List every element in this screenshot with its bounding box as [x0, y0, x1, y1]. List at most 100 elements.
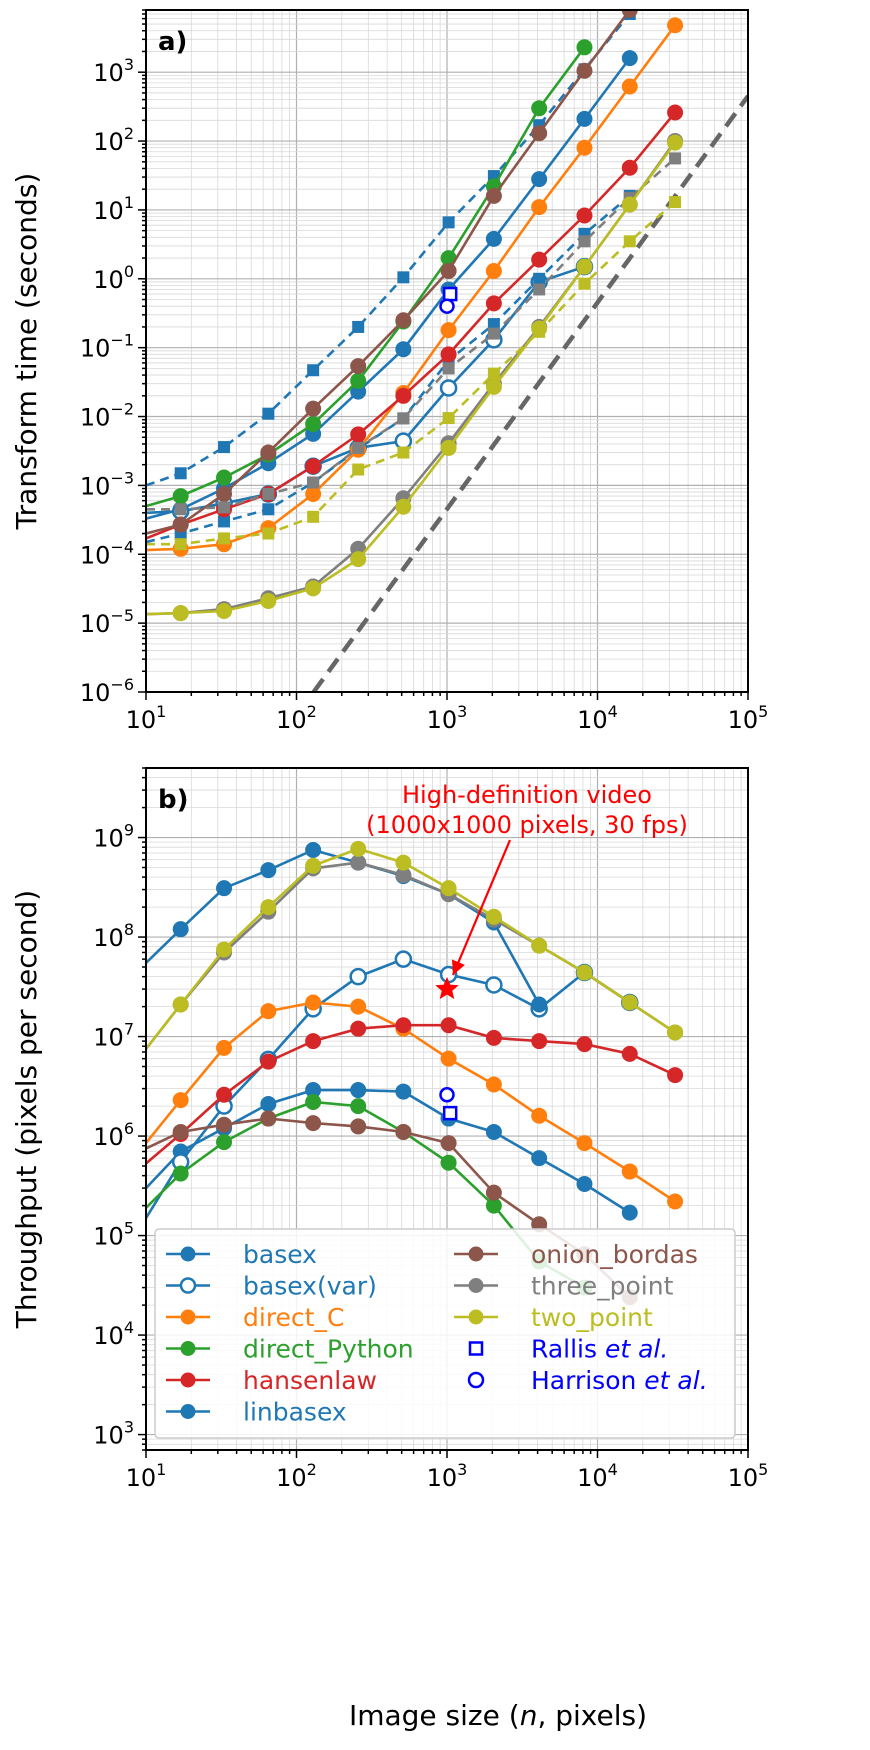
- tick-base: 10: [93, 1322, 124, 1350]
- legend-marker: [468, 1341, 484, 1356]
- data-point: [531, 171, 548, 188]
- tick-base: 10: [93, 1223, 124, 1251]
- data-point: [576, 964, 593, 981]
- legend-label: three_point: [531, 1272, 674, 1301]
- y-tick-label: 102: [93, 124, 134, 156]
- data-point: [485, 1029, 502, 1046]
- data-point: [352, 320, 365, 333]
- data-point: [260, 899, 277, 916]
- data-point: [531, 125, 548, 142]
- data-point: [352, 463, 365, 476]
- data-point: [669, 196, 682, 209]
- tick-exponent: −5: [110, 606, 134, 625]
- tick-base: 10: [728, 1464, 759, 1492]
- data-point: [621, 1045, 638, 1062]
- data-point: [350, 372, 367, 389]
- data-point: [305, 580, 322, 597]
- data-point: [395, 387, 412, 404]
- tick-exponent: 3: [124, 55, 134, 74]
- data-point: [485, 1123, 502, 1140]
- y-tick-label: 104: [93, 1318, 134, 1350]
- legend-marker: [180, 1246, 196, 1262]
- tick-exponent: 5: [758, 702, 768, 721]
- data-point: [395, 854, 412, 871]
- data-point: [669, 152, 682, 165]
- series-two-point: [146, 840, 684, 1050]
- x-tick-label: 104: [577, 1460, 618, 1492]
- x-axis-label-variable: n: [520, 1699, 538, 1732]
- data-point: [440, 439, 457, 456]
- data-point: [533, 325, 546, 338]
- data-point: [172, 1092, 189, 1109]
- data-point: [350, 1082, 367, 1099]
- tick-base: 10: [126, 706, 157, 734]
- data-point: [305, 415, 322, 432]
- y-tick-label: 103: [93, 1418, 134, 1450]
- legend-label-text: direct_C: [243, 1303, 344, 1332]
- data-point: [621, 196, 638, 213]
- legend-label-text: two_point: [531, 1303, 653, 1332]
- legend-label-italic: et al.: [605, 1335, 668, 1364]
- data-point: [667, 1193, 684, 1210]
- data-point: [576, 110, 593, 127]
- data-point: [531, 937, 548, 954]
- data-point: [442, 412, 455, 425]
- x-axis-label: Image size (n, pixels): [349, 1699, 647, 1732]
- data-point: [305, 1033, 322, 1050]
- y-tick-label: 10−2: [80, 400, 134, 432]
- legend-label: direct_C: [243, 1303, 344, 1332]
- data-point: [350, 551, 367, 568]
- tick-exponent: −2: [110, 400, 134, 419]
- legend-label-italic: et al.: [644, 1366, 707, 1395]
- data-point: [667, 1024, 684, 1041]
- data-point: [394, 950, 413, 968]
- tick-exponent: 5: [758, 1460, 768, 1479]
- data-point: [174, 538, 187, 551]
- data-point: [218, 501, 231, 514]
- tick-exponent: 4: [608, 1460, 618, 1479]
- tick-base: 10: [276, 706, 307, 734]
- legend-label: Harrison et al.: [531, 1366, 708, 1395]
- tick-exponent: 8: [124, 920, 134, 939]
- tick-base: 10: [93, 825, 124, 853]
- annotation-arrow: [451, 839, 512, 976]
- legend-label: onion_bordas: [531, 1240, 698, 1269]
- data-point: [621, 1204, 638, 1221]
- legend-label-text: three_point: [531, 1272, 674, 1301]
- data-point: [350, 1098, 367, 1115]
- data-point: [531, 1033, 548, 1050]
- data-point: [621, 994, 638, 1011]
- data-point: [174, 503, 187, 516]
- data-point: [172, 1165, 189, 1182]
- tick-exponent: 7: [124, 1020, 134, 1039]
- data-point: [172, 1123, 189, 1140]
- legend-label-text: Rallis: [531, 1335, 605, 1364]
- tick-exponent: 3: [457, 702, 467, 721]
- tick-base: 10: [93, 128, 124, 156]
- tick-base: 10: [577, 1464, 608, 1492]
- tick-exponent: 9: [124, 821, 134, 840]
- data-point: [394, 432, 413, 450]
- x-tick-label: 104: [577, 702, 618, 734]
- data-point: [172, 921, 189, 938]
- data-layer: [146, 10, 748, 692]
- data-point: [485, 1076, 502, 1093]
- panel-b-chart: 101 102 103 104 105103104105106107108109Thro…: [10, 767, 768, 1492]
- data-point: [174, 467, 187, 480]
- data-point: [395, 498, 412, 515]
- legend-marker: [180, 1341, 196, 1356]
- reference-point: [439, 1087, 455, 1103]
- data-point: [216, 469, 233, 486]
- series-line: [146, 13, 631, 487]
- legend-entry: Rallis et al.: [468, 1335, 668, 1364]
- tick-exponent: 1: [156, 1460, 166, 1479]
- tick-base: 10: [126, 1464, 157, 1492]
- legend-label: hansenlaw: [243, 1366, 377, 1395]
- tick-exponent: 0: [124, 262, 134, 281]
- series-line: [146, 10, 631, 535]
- legend-entry: basex: [166, 1240, 317, 1269]
- data-point: [533, 272, 546, 285]
- x-tick-label: 101: [126, 702, 167, 734]
- data-point: [621, 50, 638, 67]
- tick-exponent: 6: [124, 1119, 134, 1138]
